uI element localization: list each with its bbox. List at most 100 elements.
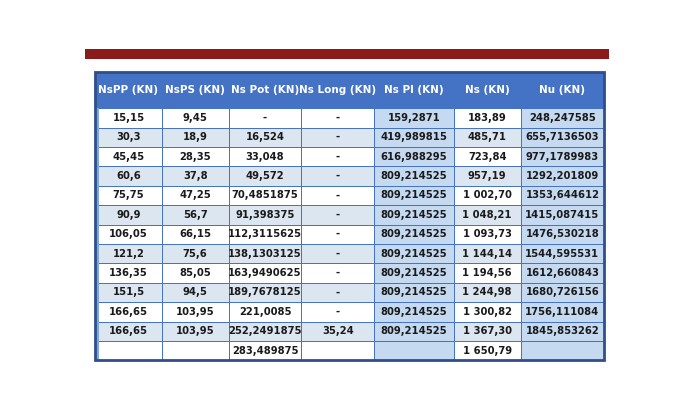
Text: 75,6: 75,6 [183,248,208,259]
Text: 151,5: 151,5 [112,288,145,297]
Text: 103,95: 103,95 [176,326,215,336]
Bar [229,147,301,166]
Text: -: - [263,113,267,123]
Text: 28,35: 28,35 [179,152,211,162]
Bar [374,186,454,205]
Bar [454,321,521,341]
Bar [229,283,301,302]
Text: 166,65: 166,65 [109,326,148,336]
Bar [162,166,229,186]
Bar [521,72,604,108]
Bar [454,341,521,360]
Bar [95,147,162,166]
Text: 75,75: 75,75 [112,190,144,200]
Bar [95,302,100,321]
Bar [95,186,100,205]
Text: -: - [336,171,340,181]
Text: 35,24: 35,24 [322,326,353,336]
Bar [162,147,229,166]
Text: 809,214525: 809,214525 [380,268,447,278]
Text: 1 002,70: 1 002,70 [463,190,512,200]
Bar [95,225,100,244]
Text: 809,214525: 809,214525 [380,190,447,200]
Bar [95,244,100,263]
Text: 30,3: 30,3 [116,132,141,142]
Bar [521,225,604,244]
Bar [374,321,454,341]
Bar [454,128,521,147]
Text: 47,25: 47,25 [179,190,211,200]
Bar [301,108,374,128]
Text: -: - [336,288,340,297]
Bar [521,108,604,128]
Text: 33,048: 33,048 [246,152,284,162]
Text: 163,9490625: 163,9490625 [228,268,302,278]
Bar [229,108,301,128]
Bar [95,244,162,263]
Bar [301,341,374,360]
Text: 809,214525: 809,214525 [380,171,447,181]
Text: Ns Pl (KN): Ns Pl (KN) [385,85,444,95]
Text: Ns (KN): Ns (KN) [465,85,510,95]
Text: NsPP (KN): NsPP (KN) [98,85,158,95]
Bar [521,302,604,321]
Text: 60,6: 60,6 [116,171,141,181]
Text: Nu (KN): Nu (KN) [540,85,586,95]
Text: 1845,853262: 1845,853262 [525,326,599,336]
Bar [85,49,609,59]
Bar [521,283,604,302]
Text: 66,15: 66,15 [179,229,211,239]
Bar [162,244,229,263]
Text: 91,398375: 91,398375 [236,210,294,220]
Text: Ns Pot (KN): Ns Pot (KN) [231,85,299,95]
Bar [374,205,454,225]
Bar [454,263,521,283]
Bar [454,302,521,321]
Text: -: - [336,307,340,317]
Bar [454,108,521,128]
Bar [301,225,374,244]
Text: 977,1789983: 977,1789983 [526,152,599,162]
Bar [454,205,521,225]
Bar [374,341,454,360]
Bar [521,205,604,225]
Text: 616,988295: 616,988295 [380,152,447,162]
Text: 45,45: 45,45 [112,152,145,162]
Text: 1 093,73: 1 093,73 [463,229,512,239]
Bar [454,147,521,166]
Text: 16,524: 16,524 [246,132,284,142]
Text: 138,1303125: 138,1303125 [228,248,302,259]
Text: 809,214525: 809,214525 [380,248,447,259]
Text: 1 650,79: 1 650,79 [462,346,512,356]
Text: 809,214525: 809,214525 [380,288,447,297]
Bar [521,244,604,263]
Text: 1 367,30: 1 367,30 [463,326,512,336]
Bar [229,302,301,321]
Bar [95,108,162,128]
Text: 419,989815: 419,989815 [380,132,447,142]
Text: 1 194,56: 1 194,56 [462,268,512,278]
Text: 485,71: 485,71 [468,132,507,142]
Bar [95,186,162,205]
Text: 248,247585: 248,247585 [529,113,596,123]
Text: 1353,644612: 1353,644612 [525,190,599,200]
Bar [301,166,374,186]
Text: 809,214525: 809,214525 [380,326,447,336]
Text: 85,05: 85,05 [179,268,211,278]
Text: 957,19: 957,19 [468,171,506,181]
Text: 1 048,21: 1 048,21 [462,210,512,220]
Bar [521,147,604,166]
Bar [521,186,604,205]
Bar [521,128,604,147]
Text: 9,45: 9,45 [183,113,208,123]
Text: 1 300,82: 1 300,82 [463,307,512,317]
Text: 18,9: 18,9 [183,132,208,142]
Bar [374,283,454,302]
Bar [301,186,374,205]
Bar [521,263,604,283]
Text: 1544,595531: 1544,595531 [525,248,599,259]
Bar [229,205,301,225]
Bar [229,244,301,263]
Bar [301,321,374,341]
Bar [521,341,604,360]
